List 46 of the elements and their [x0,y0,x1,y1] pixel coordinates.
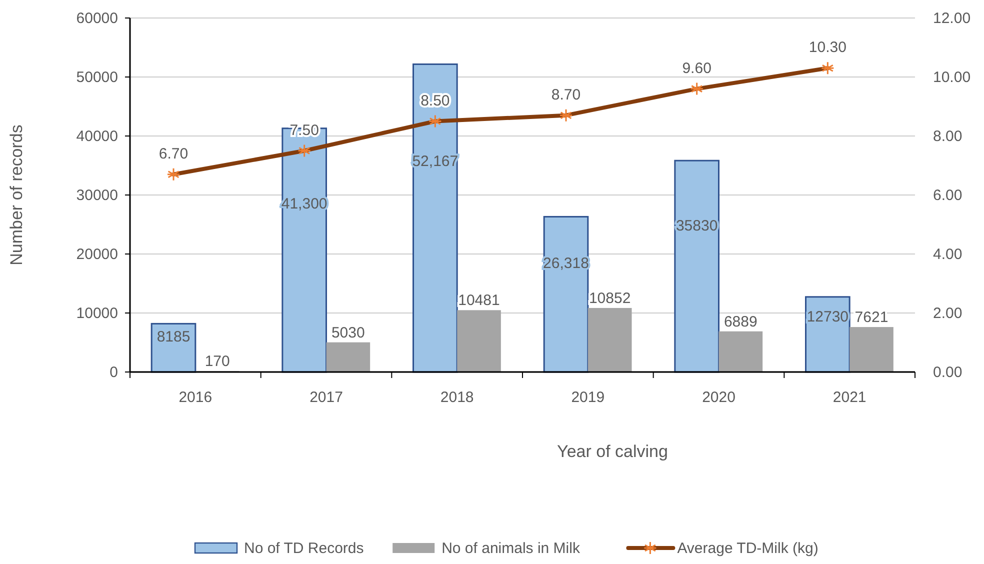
y2-tick-label: 8.00 [933,128,962,145]
data-label: 10481 [458,292,500,310]
y2-tick-label: 0.00 [933,364,962,381]
x-tick-label: 2018 [440,389,474,406]
data-label: 7621 [854,309,888,326]
bar [588,308,632,372]
data-label: 12730 [806,308,849,326]
legend-label: No of animals in Milk [442,540,580,557]
legend-label: Average TD-Milk (kg) [677,540,818,557]
data-label: 35830 [676,217,718,234]
y-tick-label: 40000 [76,128,118,145]
bar [412,63,458,373]
legend-label: No of TD Records [244,540,364,557]
x-tick-label: 2017 [310,389,343,406]
y2-tick-label: 10.00 [933,69,971,86]
y2-tick-label: 2.00 [933,305,962,322]
data-label: 6889 [724,313,758,330]
y2-tick-label: 6.00 [933,187,962,204]
data-label: 9.60 [682,60,712,77]
y-tick-label: 60000 [76,10,118,27]
data-label: 8.50 [420,92,450,110]
data-label: 5030 [331,324,365,342]
bar [850,327,894,372]
y-tick-label: 10000 [76,305,118,322]
data-label: 6.70 [158,145,188,162]
y2-tick-label: 4.00 [933,246,962,263]
bar [718,331,763,372]
x-tick-label: 2019 [571,389,605,406]
y-tick-label: 30000 [76,187,118,204]
x-tick-label: 2020 [702,389,736,406]
y-tick-label: 20000 [76,246,118,263]
data-label: 8185 [156,328,190,346]
y-tick-label: 0 [110,364,118,381]
data-label: 10.30 [808,39,846,56]
bar [457,310,501,372]
x-tick-label: 2021 [832,389,866,406]
bar [326,342,370,372]
y2-tick-label: 12.00 [933,10,971,27]
data-label: 10852 [588,290,631,307]
x-axis-title: Year of calving [557,442,668,461]
data-label: 170 [204,352,230,370]
x-tick-label: 2016 [178,389,212,406]
bar [674,160,720,373]
y-axis-title: Number of records [7,124,26,266]
data-label: 8.70 [551,86,581,104]
y-tick-label: 50000 [76,69,118,86]
